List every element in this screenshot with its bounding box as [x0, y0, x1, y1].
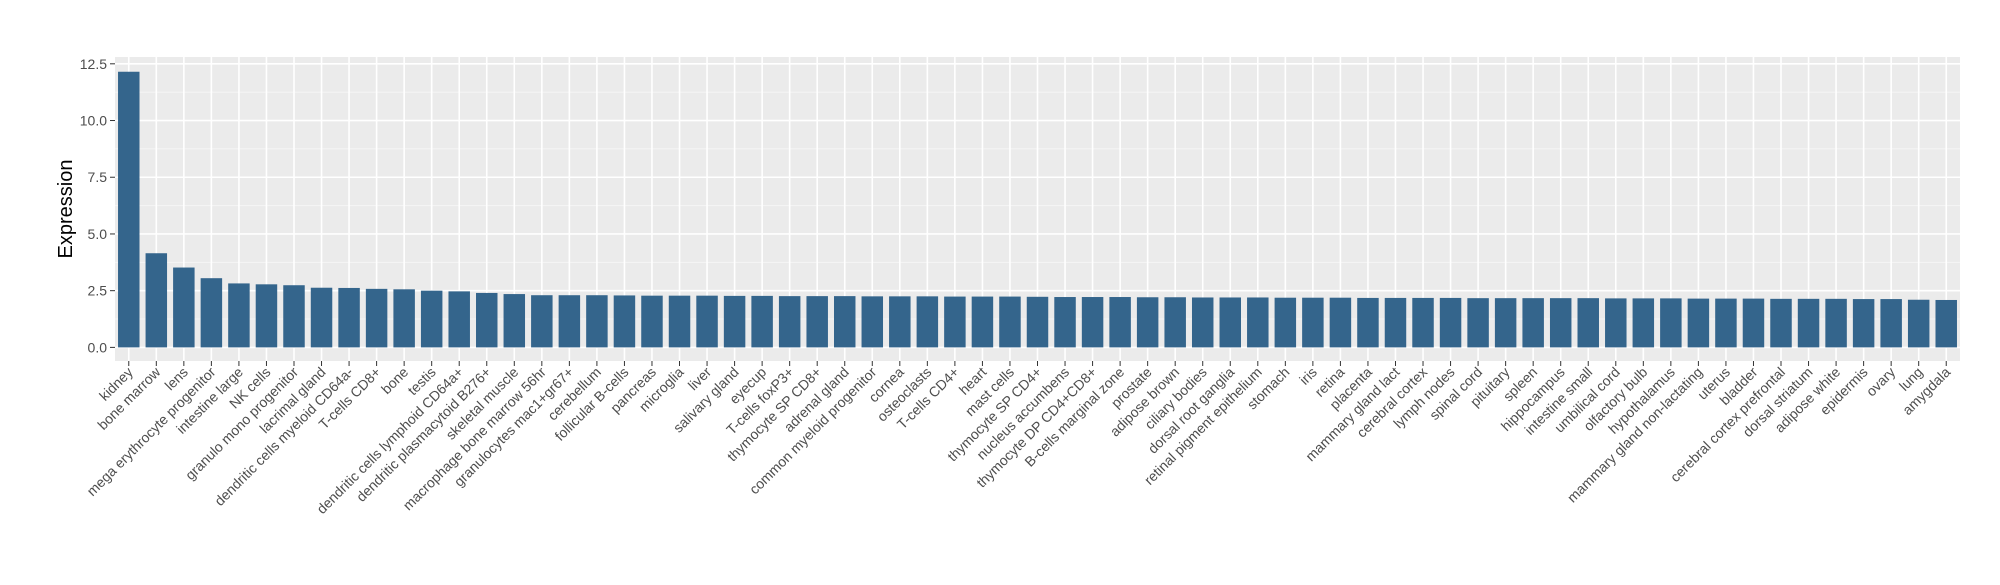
bar: [1384, 297, 1407, 348]
bar: [1907, 299, 1930, 348]
bar: [1935, 299, 1957, 348]
bar: [971, 296, 994, 348]
bar: [531, 295, 553, 348]
bar: [1467, 298, 1489, 348]
y-tick-label: 7.5: [88, 169, 108, 185]
bar: [1439, 297, 1462, 348]
bar: [173, 267, 195, 348]
bar: [1687, 298, 1710, 348]
bar: [310, 287, 333, 348]
bar: [1852, 299, 1875, 348]
y-tick-label: 12.5: [80, 56, 107, 72]
bar: [1412, 297, 1434, 348]
bar: [668, 295, 691, 348]
bar: [1742, 298, 1765, 348]
bar: [448, 291, 470, 348]
bar: [889, 296, 911, 348]
bar: [255, 284, 278, 348]
bar: [641, 295, 663, 348]
bar: [1660, 298, 1682, 348]
bar: [503, 294, 526, 348]
bar: [696, 295, 718, 348]
bar: [1274, 297, 1297, 348]
bars-group: [118, 71, 1957, 348]
bar: [1770, 298, 1792, 348]
bar: [1026, 296, 1049, 348]
bar: [1219, 297, 1242, 348]
bar: [861, 296, 884, 348]
bar: [228, 283, 250, 348]
bar: [420, 290, 443, 348]
bar: [476, 292, 498, 348]
bar: [365, 288, 388, 348]
bar: [806, 296, 828, 348]
bar: [338, 287, 360, 348]
bar: [1522, 298, 1544, 348]
bar: [1797, 298, 1820, 348]
bar: [1880, 299, 1902, 348]
bar: [1109, 297, 1131, 348]
bar: [1136, 297, 1159, 348]
bar: [944, 296, 966, 348]
y-tick-label: 0.0: [88, 339, 108, 355]
y-tick-label: 10.0: [80, 113, 107, 129]
bar: [1357, 297, 1379, 348]
bar: [1632, 298, 1655, 348]
bar: [1054, 297, 1076, 348]
bar: [393, 289, 415, 348]
bar: [833, 296, 856, 348]
bar: [1247, 297, 1269, 348]
bar: [118, 71, 140, 348]
y-tick-label: 5.0: [88, 226, 108, 242]
bar: [1825, 298, 1847, 348]
bar: [586, 295, 608, 348]
bar: [1302, 297, 1324, 348]
bar: [200, 278, 223, 348]
bar: [1164, 297, 1186, 348]
bar: [1715, 298, 1737, 348]
bar: [283, 285, 305, 348]
bar: [1494, 298, 1517, 348]
x-tick-label: bone: [378, 364, 411, 397]
y-axis: 0.0 2.5 5.0 7.5 10.0 12.5: [80, 56, 115, 355]
bar: [1605, 298, 1627, 348]
bar: [1329, 297, 1352, 348]
bar: [916, 296, 939, 348]
bar: [145, 253, 168, 348]
bar: [1081, 297, 1104, 348]
bar: [558, 295, 581, 348]
bar: [1191, 297, 1214, 348]
x-tick-label: ovary: [1863, 364, 1899, 400]
bar: [613, 295, 636, 348]
bar: [1577, 298, 1599, 348]
y-axis-title: Expression: [55, 160, 77, 259]
y-tick-label: 2.5: [88, 283, 108, 299]
bar: [778, 296, 801, 348]
bar: [999, 296, 1021, 348]
bar: [751, 295, 773, 348]
bar: [1549, 298, 1572, 348]
bar: [723, 295, 746, 348]
